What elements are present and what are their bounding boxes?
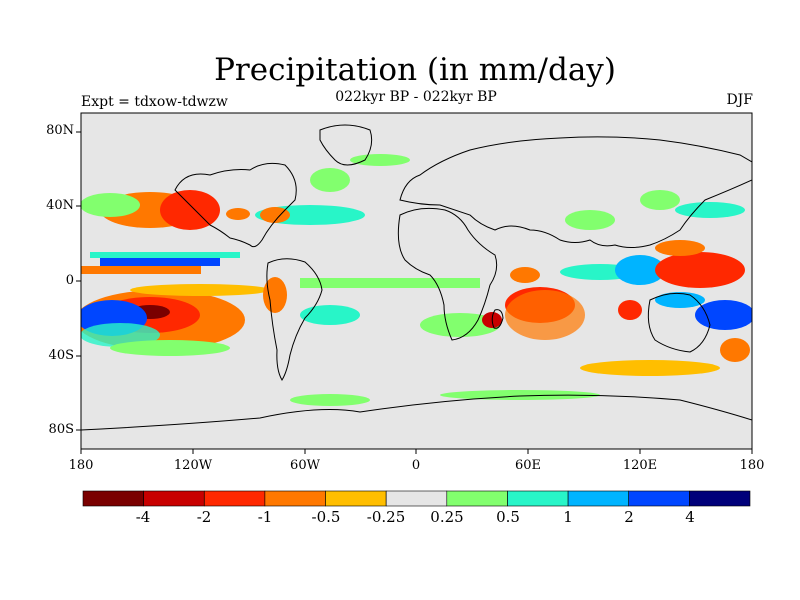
field-cyan-w-pacific-nh [675,202,745,218]
season-label: DJF [726,92,753,108]
colorbar-swatch [689,490,751,507]
field-orange-n-atlantic [260,207,290,223]
colorbar-label: 4 [685,508,695,526]
field-orange-s-america [263,277,287,313]
coastline-north-america [174,162,297,248]
coastline-south-america [266,258,323,381]
coastline-africa [397,207,498,341]
experiment-label: Expt = tdxow-tdwzw [81,94,228,110]
field-orange-eq-east [130,284,270,296]
field-cyan-australia-n [655,292,705,308]
colorbar-label: 0.25 [430,508,464,526]
lat-tick-label: 80N [46,123,74,138]
field-orange-spcz [720,338,750,362]
coastline-eurasia [399,136,752,248]
field-green-east-asia [640,190,680,210]
colorbar-label: -2 [196,508,212,526]
lon-tick-label: 60E [514,458,542,473]
precip-anomaly-fields [81,154,752,406]
field-green-n-atlantic-high [310,168,350,192]
field-red-w-pacific [655,252,745,288]
colorbar-label: -4 [135,508,151,526]
lon-tick-label: 120W [173,458,213,473]
colorbar-label: 1 [563,508,573,526]
colorbar [82,490,751,507]
colorbar-swatch [446,490,508,507]
colorbar-swatch [507,490,569,507]
colorbar-label: 0.5 [496,508,520,526]
field-cyan-eq-pacific [90,252,240,258]
lon-tick-label: 180 [739,458,765,473]
colorbar-swatch [143,490,205,507]
lon-tick-label: 120E [622,458,658,473]
field-orange-w-pacific-n [655,240,705,256]
colorbar-swatch [385,490,448,507]
field-green-s-pacific [110,340,230,356]
field-green-s-atl-south [290,394,370,406]
field-blue-maritime [615,255,665,285]
coastlines [81,124,752,431]
field-orange-indian [505,290,585,340]
chart-title: Precipitation (in mm/day) [214,52,616,88]
field-green-ne-pacific [81,193,140,217]
field-blue-sw-pacific-e [695,300,752,330]
lon-tick-label: 0 [411,458,421,473]
lat-tick-label: 80S [48,422,74,437]
lon-tick-label: 180 [68,458,94,473]
lat-tick-label: 40N [46,198,74,213]
colorbar-swatch [567,490,629,507]
colorbar-label: -0.5 [311,508,341,526]
field-orange-na-west [160,190,220,230]
colorbar-swatch [325,490,387,507]
field-green-southern-ocean [440,390,600,400]
field-cyan-sw-pacific [81,323,160,347]
map-ticks [76,131,753,454]
lon-tick-label: 60W [290,458,320,473]
field-orange-australia [618,300,642,320]
field-orange-mid-pacific [226,208,250,220]
field-orange-southern-ocean [580,360,720,376]
field-orange-eq-pacific [81,266,201,274]
colorbar-swatch [628,490,690,507]
field-orange-africa-eq [510,267,540,283]
colorbar-label: 2 [624,508,634,526]
coastline-madagascar [491,309,504,329]
colorbar-swatch [204,490,266,507]
field-blue-eq-pacific [100,258,220,266]
field-green-s-atlantic [420,313,500,337]
lat-tick-label: 40S [48,348,74,363]
coastline-australia [647,292,711,353]
field-cyan-s-atlantic [300,305,360,325]
colorbar-label: -0.25 [366,508,406,526]
coastline-antarctica [81,394,752,431]
coastline-greenland [319,124,373,166]
colorbar-label: -1 [257,508,273,526]
field-green-eq-atlantic [300,278,480,288]
lat-tick-label: 0 [65,273,74,288]
field-green-asia [565,210,615,230]
colorbar-swatch [82,490,144,507]
chart-subtitle: 022kyr BP - 022kyr BP [335,89,497,105]
colorbar-swatch [264,490,326,507]
field-green-greenland [350,154,410,166]
